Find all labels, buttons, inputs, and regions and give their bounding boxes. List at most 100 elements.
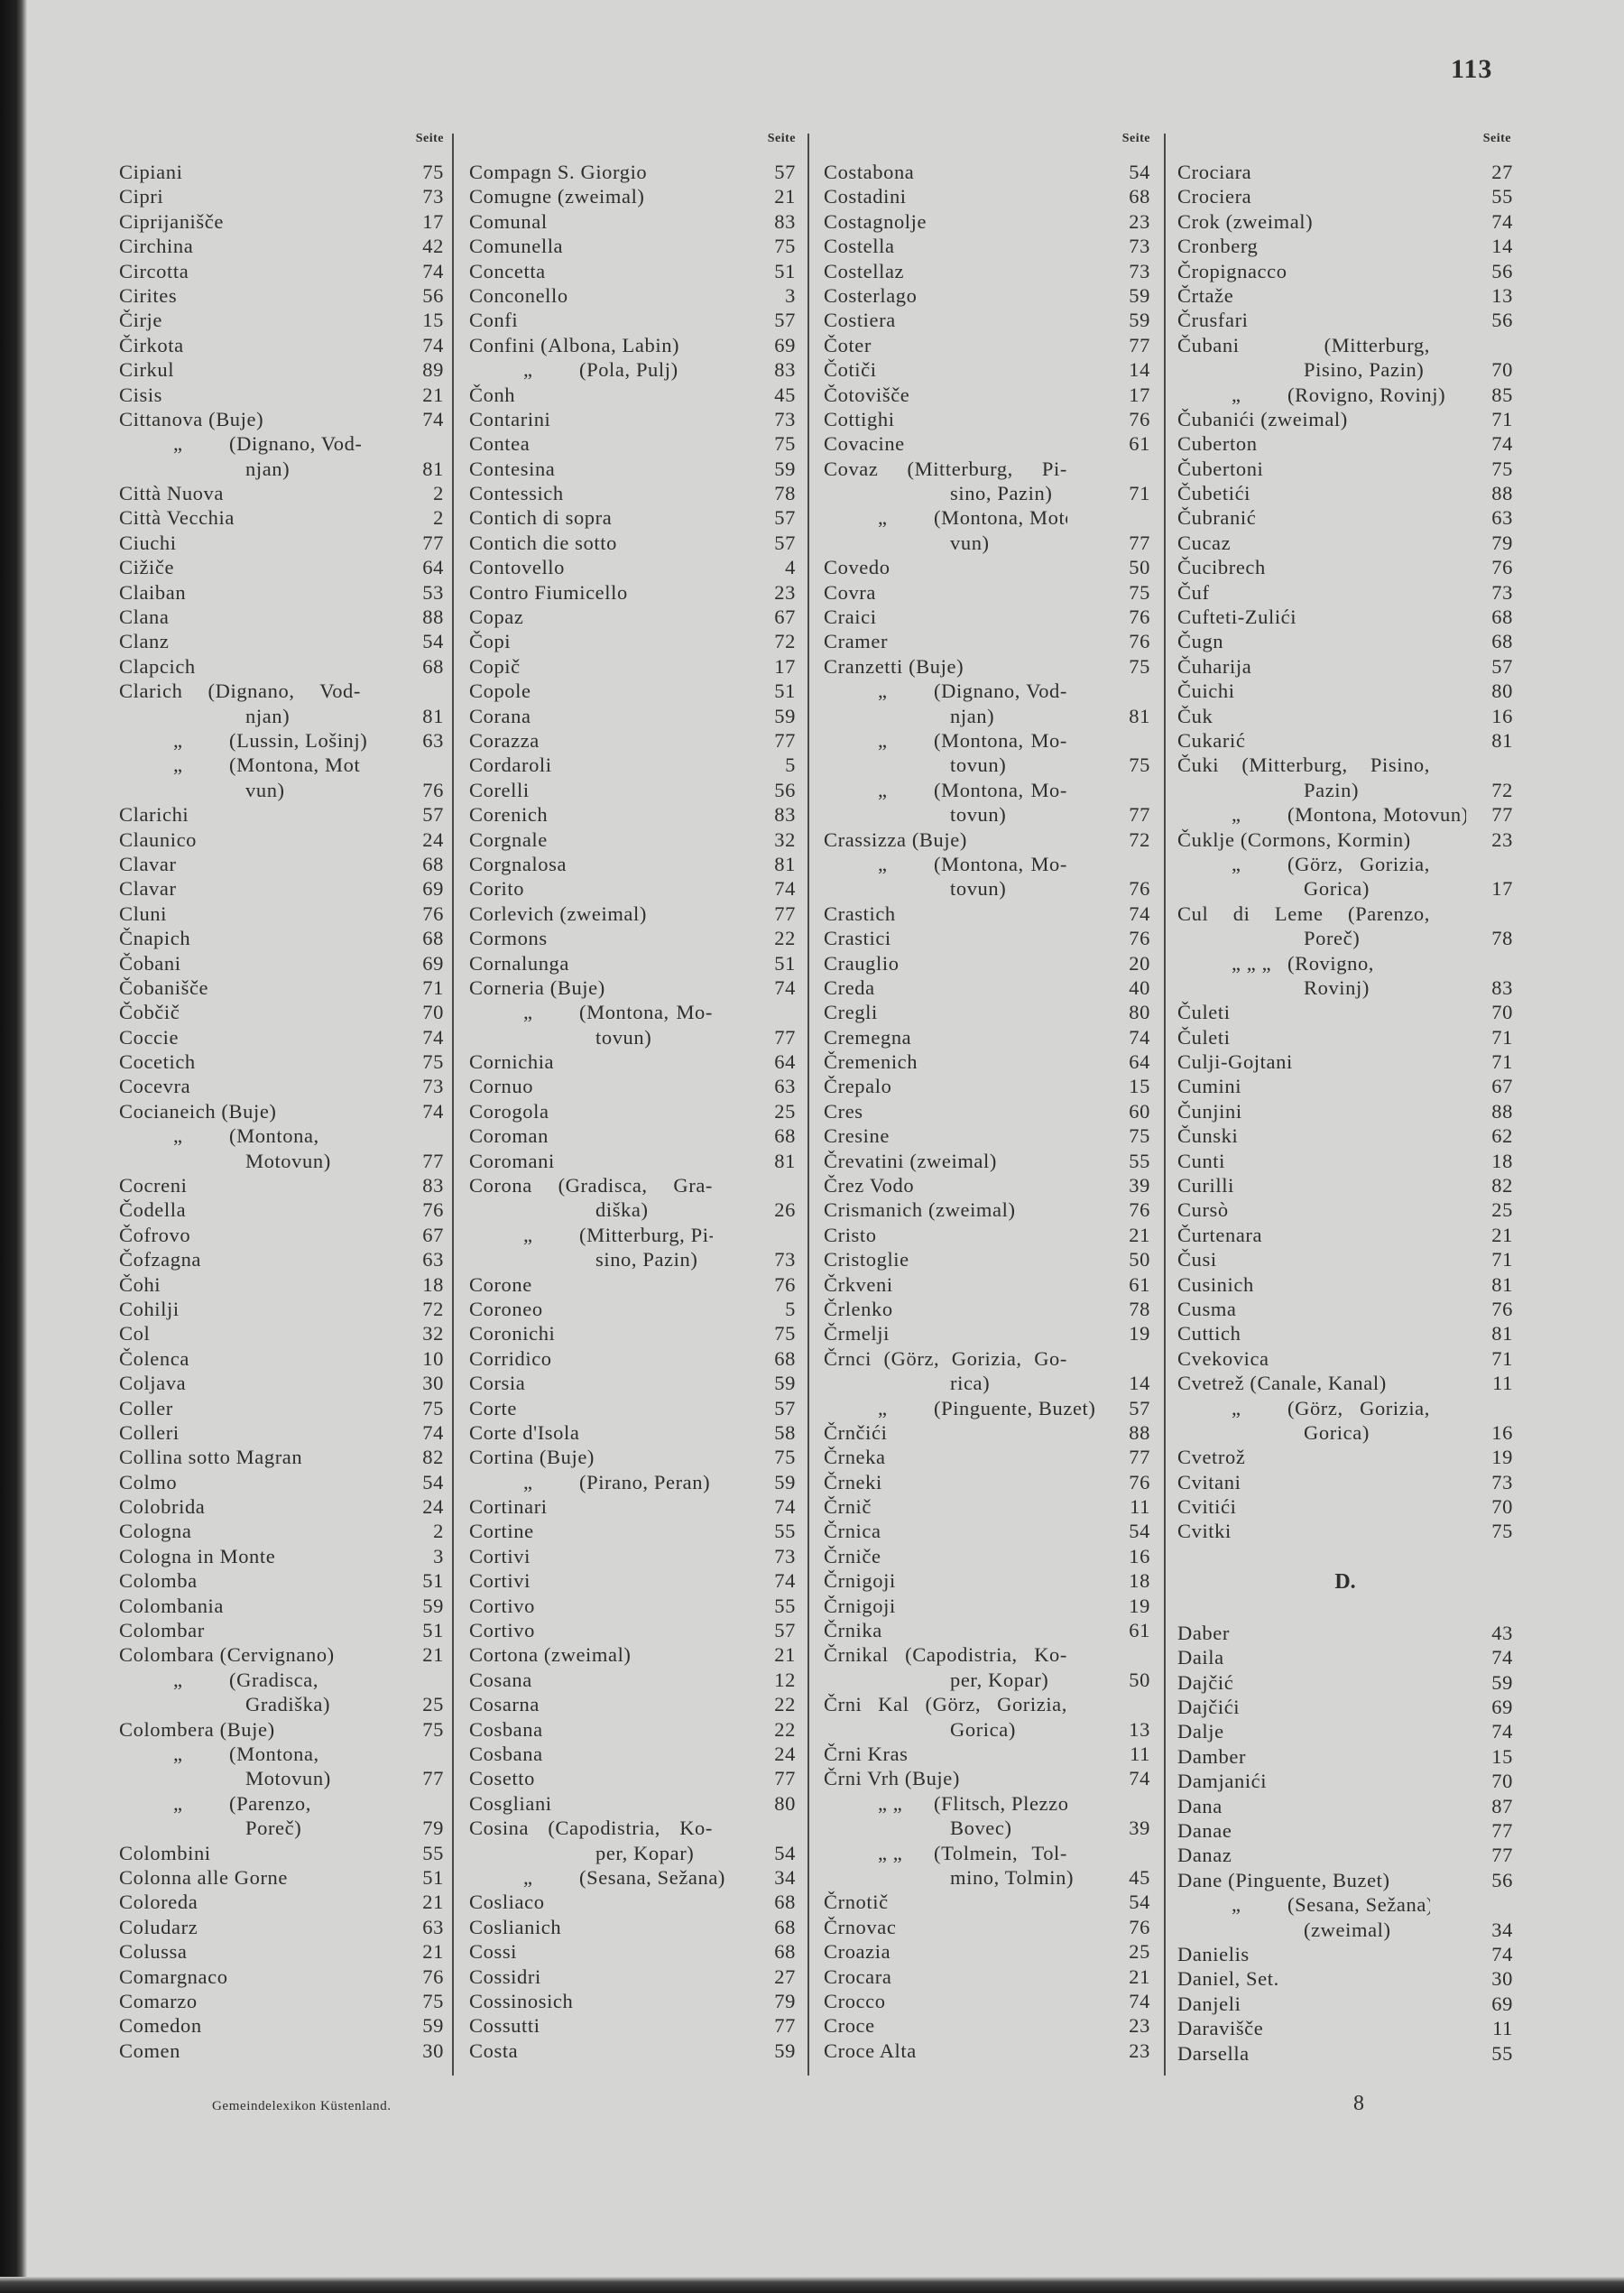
dot-leader <box>192 1173 402 1198</box>
place-name: Costellaz <box>824 259 905 282</box>
dot-leader <box>897 1074 1109 1099</box>
page-reference: 16 <box>1129 1544 1150 1567</box>
dot-leader <box>898 1296 1109 1322</box>
place-name: Cirites <box>119 283 178 307</box>
dot-leader <box>895 555 1109 580</box>
dot-leader <box>516 629 754 654</box>
dot-leader <box>568 481 754 506</box>
page-reference: 25 <box>1129 1940 1150 1964</box>
index-entry: Črepalo 15 <box>824 1074 1150 1099</box>
page-reference: 73 <box>774 407 796 430</box>
dot-leader <box>972 827 1109 852</box>
place-name: Črmelji <box>824 1322 890 1345</box>
place-name: Čotiči <box>824 358 877 382</box>
dot-leader <box>1011 753 1109 778</box>
place-name: Creda <box>824 975 875 999</box>
page-reference: 63 <box>422 728 444 752</box>
dot-leader <box>1241 1494 1472 1520</box>
place-name: Damber <box>1177 1744 1247 1768</box>
index-entry-continuation: njan) 81 <box>119 456 444 482</box>
page-reference: 71 <box>422 975 444 999</box>
place-name: diška) <box>595 1198 649 1222</box>
place-name: Circotta <box>119 259 189 282</box>
index-entry: Čuf 73 <box>1177 579 1513 606</box>
page-reference: 27 <box>774 1965 796 1988</box>
place-name: Daber <box>1177 1621 1230 1644</box>
ditto-mark: „ „ <box>878 1791 903 1815</box>
page-reference: 73 <box>1129 235 1150 258</box>
place-name: Comunella <box>469 235 564 258</box>
place-name: Costagnolje <box>824 209 927 233</box>
page-reference: 75 <box>422 1050 444 1074</box>
place-name: Cottighi <box>824 407 895 430</box>
page-reference: 73 <box>774 1544 796 1567</box>
dot-leader <box>536 679 754 704</box>
place-name: Čuleti <box>1177 1001 1231 1024</box>
dot-leader <box>892 1419 1109 1446</box>
dot-leader <box>919 1173 1109 1198</box>
index-entry-continuation: tovun) 75 <box>824 753 1150 778</box>
page-reference: 68 <box>1491 606 1513 629</box>
page-reference: 21 <box>422 1940 444 1964</box>
page-reference: 68 <box>774 1940 796 1964</box>
place-name: Confi <box>469 309 519 332</box>
dot-leader <box>1214 579 1472 606</box>
page-reference: 67 <box>422 1223 444 1246</box>
index-entry: Cižiče 64 <box>119 555 444 580</box>
index-entry: Comarzo 75 <box>119 1988 444 2014</box>
place-name: njan) <box>245 457 291 480</box>
index-subentry: „ (Dignano, Vod- <box>824 679 1150 703</box>
place-name: Comargnaco <box>119 1965 228 1988</box>
dot-leader <box>295 456 402 482</box>
dot-leader <box>1222 1247 1472 1272</box>
page-reference: 77 <box>1491 803 1513 827</box>
dot-leader <box>653 1197 754 1223</box>
index-entry-continuation: rica) 14 <box>824 1371 1150 1396</box>
page-reference: 73 <box>774 1248 796 1271</box>
dot-leader <box>537 1667 754 1693</box>
dot-leader <box>308 1445 402 1470</box>
dot-leader <box>1234 1620 1472 1646</box>
dot-leader <box>1246 1991 1472 2017</box>
index-entry: Čuleti 71 <box>1177 1024 1513 1050</box>
ditto-mark: „ <box>878 728 888 752</box>
dot-leader <box>178 1395 402 1420</box>
index-entry: Corte d'Isola 58 <box>469 1419 796 1446</box>
page-reference: 21 <box>1491 1223 1513 1246</box>
page-reference: 17 <box>774 654 796 678</box>
index-entry: Čuleti 70 <box>1177 1000 1513 1025</box>
dot-leader <box>731 1864 754 1891</box>
place-name: Cuberton <box>1177 432 1258 456</box>
dot-leader <box>1229 629 1472 654</box>
place-name: (Pirano, Peran) <box>579 1470 711 1493</box>
page-reference: 75 <box>774 235 796 258</box>
index-entry-continuation: Pisino, Pazin) 70 <box>1177 357 1513 383</box>
place-name: Čofzagna <box>119 1248 202 1271</box>
page-reference: 64 <box>422 556 444 579</box>
place-name: (Görz, Gorizia, <box>1287 852 1430 875</box>
page-reference: 57 <box>774 309 796 332</box>
dot-leader <box>652 160 754 185</box>
page-reference: 73 <box>422 1075 444 1098</box>
index-subentry: „ (Montona, <box>119 1123 444 1148</box>
ditto-mark: „ <box>523 1470 533 1493</box>
index-entry: Danielis 74 <box>1177 1941 1513 1967</box>
dot-leader <box>911 184 1109 209</box>
index-entry: Corgnale 32 <box>469 827 796 852</box>
dot-leader <box>1292 258 1472 283</box>
index-entry: Cocevra 73 <box>119 1074 444 1099</box>
index-entry: Čubranić 63 <box>1177 505 1513 531</box>
page-reference: 81 <box>1491 1272 1513 1296</box>
place-name: Črnci (Görz, Gorizia, Go- <box>824 1346 1067 1370</box>
index-entry: Colomba 51 <box>119 1568 444 1594</box>
place-name: Copole <box>469 680 531 703</box>
dot-leader <box>336 1692 402 1717</box>
page-reference: 75 <box>774 1446 796 1469</box>
index-entry: Claiban 53 <box>119 579 444 606</box>
index-entry: Clavar 68 <box>119 851 444 877</box>
dot-leader <box>969 653 1109 680</box>
index-entry: Cortivi 73 <box>469 1543 796 1569</box>
index-subentry: „ „ (Flitsch, Plezzo, <box>824 1791 1150 1816</box>
place-name: Contro Fiumicello <box>469 580 628 604</box>
place-name: Črepalo <box>824 1075 892 1098</box>
